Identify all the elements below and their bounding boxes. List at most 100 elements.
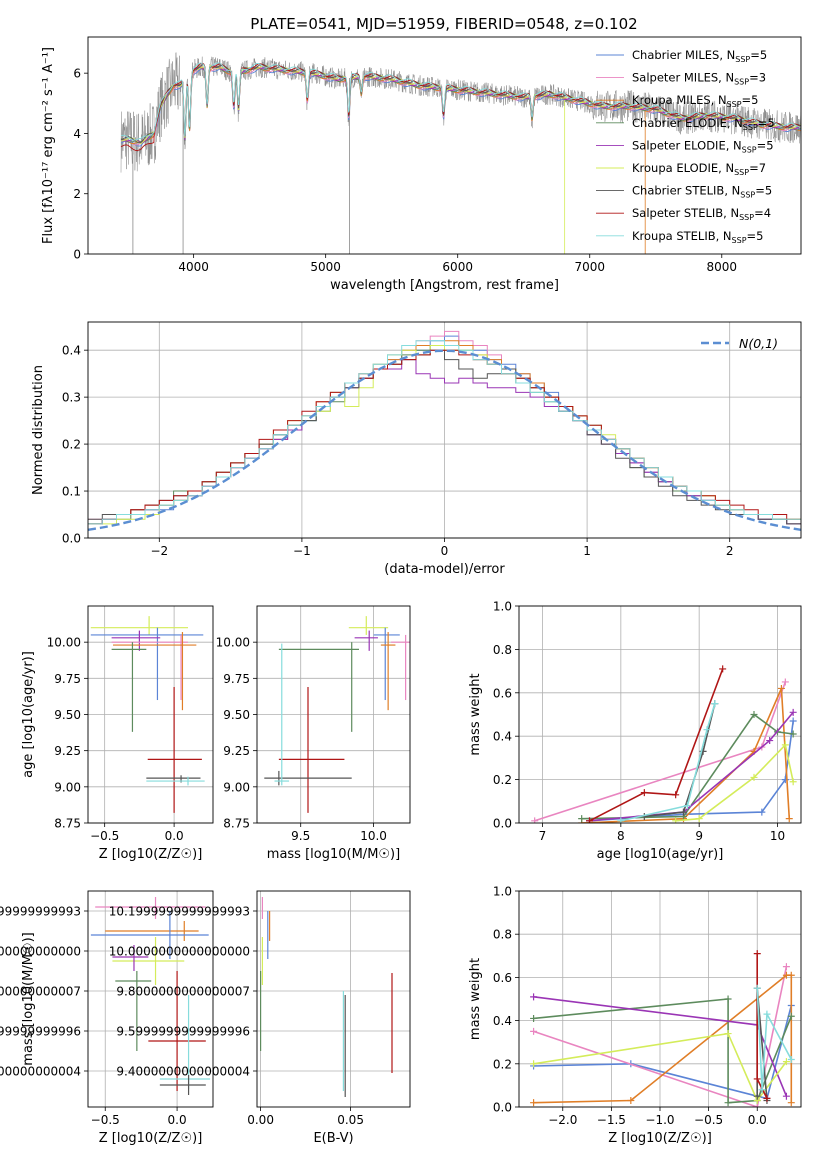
weight-point-ks <box>617 817 625 823</box>
legend-text: =7 <box>749 161 766 175</box>
panel-age-vs-Z: −0.5 0.0 8.75 9.00 9.25 9.50 9.75 10.00 Z [log10… <box>21 605 214 862</box>
weight-point-ce <box>789 730 797 738</box>
x-axis-label: Z [log10(Z/Z☉)] <box>99 847 203 862</box>
x-axis-label: E(B-V) <box>313 1131 353 1146</box>
legend-text: =5 <box>755 184 772 198</box>
legend-label-sm: Salpeter MILES, NSSP=3 <box>632 71 766 87</box>
plot-area-residuals <box>88 330 801 531</box>
x-tick-label: 7000 <box>574 260 605 274</box>
panel-weight-vs-Z: −2.0 −1.5 −1.0 −0.5 0.0 0.0 0.2 0.4 0.6 0.8 1.0 Z [… <box>468 885 802 1146</box>
weight-point-ce <box>578 815 586 823</box>
weight-point-ks <box>711 700 719 708</box>
legend-text: =5 <box>758 116 775 130</box>
gaussian-reference-line <box>88 349 801 531</box>
x-tick-label: 10 <box>770 829 785 843</box>
legend-subscript: SSP <box>732 236 747 245</box>
y-tick-label: 0.0 <box>493 1101 512 1115</box>
weight-point-km <box>785 815 793 823</box>
legend-text: Kroupa MILES, N <box>632 93 727 107</box>
legend-subscript: SSP <box>739 213 754 222</box>
weight-point-ke <box>530 1060 538 1068</box>
weight-point-ks <box>703 726 711 734</box>
weight-point-sm <box>753 1103 761 1107</box>
weight-point-ss <box>672 791 680 799</box>
y-axis-label: mass weight <box>468 958 483 1040</box>
y-axis-label: age [log10(age/yr)] <box>21 651 36 778</box>
x-axis-label: age [log10(age/yr)] <box>597 847 724 862</box>
legend-label-ks: Kroupa STELIB, NSSP=5 <box>632 229 763 245</box>
y-tick-label: 10.1999999999999993 <box>0 905 81 919</box>
weight-point-se <box>782 1092 790 1100</box>
weight-point-ks <box>683 802 691 810</box>
weight-point-km <box>787 971 795 979</box>
plot-area-weight-vs-Z <box>530 950 795 1107</box>
weight-point-ss <box>719 665 727 673</box>
legend-subscript: SSP <box>735 55 750 64</box>
y-tick-label: 9.25 <box>54 744 81 758</box>
x-axis-label: wavelength [Angstrom, rest frame] <box>330 278 559 293</box>
x-tick-label: −1 <box>293 544 311 558</box>
weight-point-km <box>530 1099 538 1107</box>
x-tick-label: 0.05 <box>337 1113 364 1127</box>
x-tick-label: 0 <box>441 544 449 558</box>
x-tick-label: 9 <box>695 829 703 843</box>
weight-line-ks <box>620 703 716 822</box>
y-axis-label: Flux [fλ10⁻¹⁷ erg cm⁻² s⁻¹ A⁻¹] <box>41 47 56 244</box>
weight-point-ce <box>787 1012 795 1020</box>
legend-text: Kroupa STELIB, N <box>632 229 732 243</box>
y-tick-label: 0.4 <box>493 1014 512 1028</box>
legend-text: =3 <box>749 71 766 85</box>
weight-point-ks <box>753 984 761 992</box>
weight-point-ss <box>640 789 648 797</box>
legend-label-ce: Chabrier ELODIE, NSSP=5 <box>632 116 775 132</box>
weight-point-ce <box>724 1099 732 1107</box>
axes-frame <box>518 605 802 824</box>
legend-label-gauss: N(0,1) <box>739 336 778 351</box>
legend-subscript: SSP <box>734 168 749 177</box>
y-tick-label: 8.75 <box>223 817 250 831</box>
y-tick-label: 4 <box>73 127 81 141</box>
legend-label-cs: Chabrier STELIB, NSSP=5 <box>632 184 772 200</box>
axes-frame <box>256 890 411 1108</box>
plot-area-mass-vs-Z <box>90 897 211 1095</box>
plot-area-age-vs-Z <box>90 616 205 813</box>
x-tick-label: −0.5 <box>90 829 119 843</box>
axes-frame <box>518 890 802 1108</box>
y-tick-label: 9.8000000000000007 <box>116 985 250 999</box>
axes-frame <box>87 36 802 255</box>
x-tick-label: −2.0 <box>548 1113 577 1127</box>
legend-text: =4 <box>754 206 771 220</box>
legend-subscript: SSP <box>743 123 758 132</box>
x-tick-label: −0.5 <box>91 1113 120 1127</box>
y-tick-label: 0.0 <box>62 532 81 546</box>
panels: 4000 5000 6000 7000 8000 0 2 4 6 wavelength [Angs… <box>0 36 802 1146</box>
y-tick-label: 0.4 <box>493 730 512 744</box>
weight-point-ke <box>781 741 789 749</box>
legend-text: =5 <box>742 93 759 107</box>
y-tick-label: 8.75 <box>54 817 81 831</box>
weight-point-ke <box>724 1030 732 1038</box>
x-tick-label: 0.00 <box>247 1113 274 1127</box>
panel-weight-vs-age: 7 8 9 10 0.0 0.2 0.4 0.6 0.8 1.0 age [log10(age/yr… <box>468 600 802 862</box>
legend-label-ss: Salpeter STELIB, NSSP=4 <box>632 206 771 222</box>
y-tick-label: 10.00 <box>47 636 81 650</box>
y-tick-label: 0.8 <box>493 928 512 942</box>
y-tick-label: 1.0 <box>493 600 512 614</box>
y-tick-label: 0.0 <box>493 817 512 831</box>
legend-text: Salpeter MILES, N <box>632 71 734 85</box>
y-tick-label: 9.75 <box>223 672 250 686</box>
weight-point-ss <box>753 950 761 958</box>
y-tick-label: 0.6 <box>493 971 512 985</box>
y-tick-label: 9.25 <box>223 744 250 758</box>
x-tick-label: 5000 <box>310 260 341 274</box>
weight-point-ss <box>586 817 593 823</box>
weight-point-ks <box>758 1086 766 1094</box>
legend-text: =5 <box>747 229 764 243</box>
y-tick-label: 9.00 <box>54 780 81 794</box>
legend-label-cm: Chabrier MILES, NSSP=5 <box>632 48 767 64</box>
weight-point-ss <box>753 1075 761 1083</box>
legend-text: Kroupa ELODIE, N <box>632 161 734 175</box>
x-tick-label: 9.5 <box>291 829 310 843</box>
weight-line-ks <box>756 988 793 1090</box>
y-tick-label: 0.3 <box>62 391 81 405</box>
